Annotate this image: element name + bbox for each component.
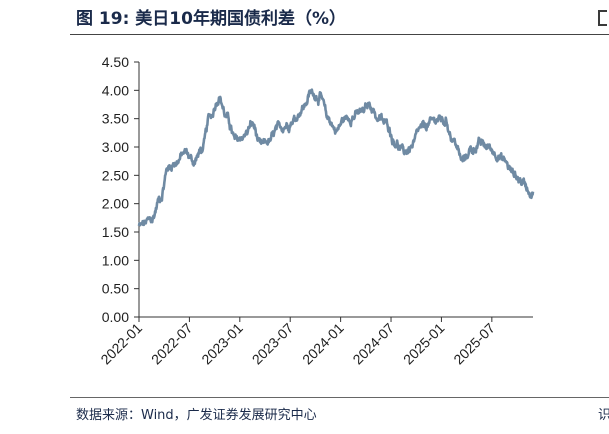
series-group [137,88,535,227]
y-tick-label: 2.50 [102,167,129,183]
figure-title: 图 19: 美日10年期国债利差（%） [76,9,346,29]
y-tick-label: 4.00 [102,82,129,98]
bottom-divider [70,397,609,398]
y-tick-label: 1.50 [102,224,129,240]
y-tick-label: 3.00 [102,139,129,155]
x-tick-label: 2024-07 [349,320,397,368]
x-tick-label: 2023-01 [198,320,246,368]
spread-line-chart: 0.00 0.50 1.00 1.50 2.00 2.50 3.00 3.50 4.00 4.50… [97,54,535,368]
source-note: 数据来源：Wind，广发证券发展研究中心 [76,408,317,423]
x-tick-label: 2025-01 [400,320,448,368]
y-axis: 0.00 0.50 1.00 1.50 2.00 2.50 3.00 3.50 4.00 4.50 [102,54,140,325]
y-tick-label: 0.00 [102,309,129,325]
next-figure-edge-mark [598,10,607,26]
x-tick-label: 2022-01 [97,320,145,368]
y-tick-label: 3.50 [102,111,129,127]
y-tick-label: 0.50 [102,281,129,297]
x-tick-label: 2025-07 [450,320,498,368]
x-tick-label: 2024-01 [299,320,347,368]
y-tick-label: 1.00 [102,252,129,268]
next-figure-edge-text: 识 [598,408,609,423]
x-axis: 2022-01 2022-07 2023-01 2023-07 2024-01 2024-… [97,316,533,368]
y-tick-label: 4.50 [102,54,129,70]
x-tick-label: 2023-07 [249,320,297,368]
series-line [137,88,535,227]
x-tick-label: 2022-07 [148,320,196,368]
y-tick-label: 2.00 [102,196,129,212]
title-divider [70,34,609,35]
